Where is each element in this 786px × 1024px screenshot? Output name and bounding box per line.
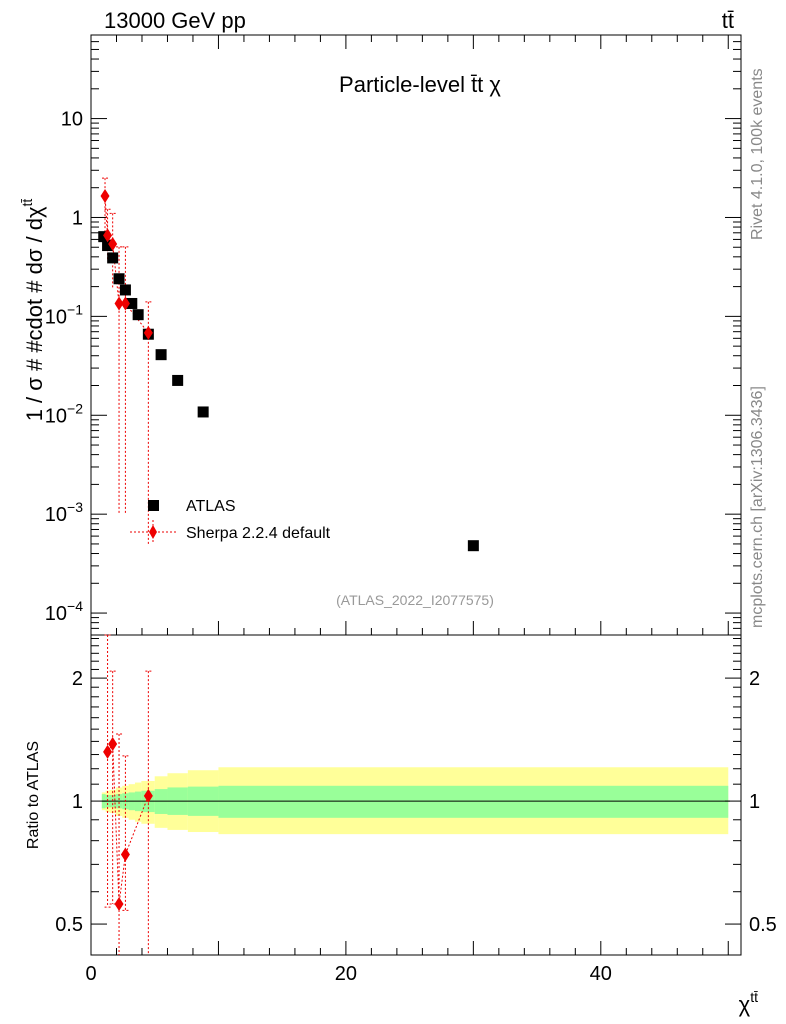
- ratio-y-tick-label: 0.5: [55, 914, 83, 936]
- mc-main-point: [103, 228, 113, 243]
- legend-data-label: ATLAS: [186, 498, 236, 515]
- ratio-y-tick-label: 0.5: [749, 914, 777, 936]
- mc-main-point: [114, 296, 124, 311]
- mc-ratio-point: [120, 847, 130, 862]
- ratio-band-inner: [218, 785, 729, 818]
- y-axis-label: 1 / σ # #cdot # dσ / dχtt̄: [19, 199, 47, 422]
- mc-main-point: [120, 296, 130, 311]
- x-axis-label: χtt̄: [739, 989, 758, 1017]
- ratio-y-axis-label: Ratio to ATLAS: [25, 741, 42, 849]
- atlas-data-point: [126, 297, 138, 309]
- mc-ratio-point: [108, 736, 118, 751]
- mc-ratio-point: [143, 788, 153, 803]
- mc-ratio-point: [114, 896, 124, 911]
- legend: ATLAS Sherpa 2.2.4 default: [130, 498, 331, 544]
- atlas-data-point: [467, 540, 479, 552]
- mc-main-point: [100, 188, 110, 203]
- ratio-y-tick-label: 1: [749, 791, 760, 813]
- main-y-tick-label: 10−1: [45, 301, 83, 328]
- atlas-data-point: [197, 406, 209, 418]
- main-y-tick-label: 10−2: [45, 400, 83, 427]
- ratio-y-tick-label: 2: [72, 668, 83, 690]
- mc-main-point: [108, 236, 118, 251]
- atlas-data-point: [172, 374, 184, 386]
- main-y-tick-label: 10−4: [45, 598, 83, 625]
- x-tick-label: 40: [590, 963, 612, 985]
- mc-main-point: [143, 325, 153, 340]
- data-marks: [98, 177, 479, 955]
- analysis-watermark: (ATLAS_2022_I2077575): [336, 592, 494, 608]
- ratio-plot-frame: [90, 634, 742, 956]
- atlas-data-point: [98, 231, 110, 243]
- x-tick-label: 20: [335, 963, 357, 985]
- atlas-data-point: [102, 240, 114, 252]
- ratio-y-tick-label: 2: [749, 668, 760, 690]
- atlas-data-point: [155, 349, 167, 361]
- atlas-data-point: [107, 252, 119, 264]
- atlas-data-point: [113, 273, 125, 285]
- main-plot-frame: [90, 34, 742, 636]
- main-y-tick-label: 1: [72, 207, 83, 229]
- mc-ratio-line: [107, 742, 149, 905]
- x-tick-label: 0: [85, 963, 96, 985]
- energy-label: 13000 GeV pp: [104, 8, 246, 33]
- legend-mc-label: Sherpa 2.2.4 default: [186, 525, 331, 542]
- mcplots-reference-label: mcplots.cern.ch [arXiv:1306.3436]: [749, 386, 766, 628]
- ratio-y-tick-label: 1: [72, 791, 83, 813]
- legend-mc-marker: [149, 525, 157, 539]
- atlas-data-point: [119, 284, 131, 296]
- plot-frames: [90, 34, 742, 956]
- rivet-version-label: Rivet 4.1.0, 100k events: [749, 68, 766, 240]
- mc-ratio-point: [103, 744, 113, 759]
- process-label: tt̄: [722, 8, 734, 33]
- main-y-tick-label: 10−3: [45, 499, 83, 526]
- ratio-uncertainty-bands: [101, 767, 730, 835]
- atlas-data-point: [132, 309, 144, 321]
- main-y-tick-label: 10: [61, 109, 83, 131]
- plot-title: Particle-level t̄t χ: [339, 72, 501, 97]
- legend-data-marker: [148, 500, 159, 511]
